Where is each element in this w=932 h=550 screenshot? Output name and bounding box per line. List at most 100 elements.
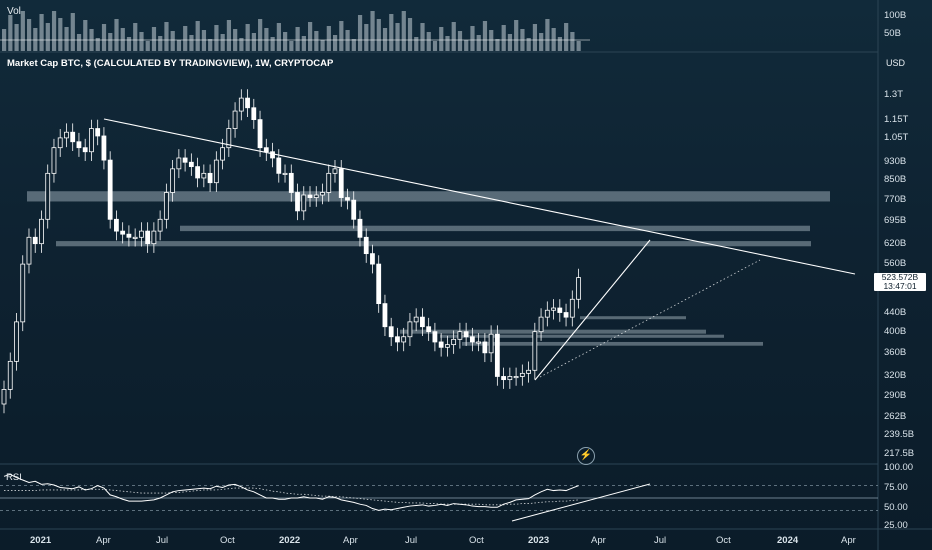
price-tick-label: 290B	[884, 390, 907, 402]
volume-bar	[339, 21, 344, 51]
volume-bar	[364, 24, 369, 51]
price-tick-label: 239.5B	[884, 428, 915, 440]
volume-bar	[295, 27, 300, 51]
candle-body	[557, 307, 563, 313]
rsi-tick-label: 75.00	[884, 482, 908, 493]
rsi-ma-line	[4, 487, 579, 506]
candle-body	[232, 110, 238, 129]
candle-body	[257, 119, 263, 149]
price-tick-label: 1.05T	[884, 131, 909, 143]
candle-body	[569, 298, 575, 318]
resistance-zone	[400, 329, 706, 334]
time-tick-label: 2022	[279, 535, 301, 546]
time-tick-label: Jul	[654, 535, 667, 546]
volume-bar	[501, 25, 506, 51]
candle-body	[332, 168, 338, 174]
volume-bar	[432, 41, 438, 51]
candle-body	[89, 128, 94, 153]
candle-body	[507, 376, 513, 381]
candle-body	[101, 135, 107, 161]
volume-bar	[489, 30, 494, 51]
volume-bar	[414, 37, 419, 51]
volume-bar	[151, 27, 157, 51]
volume-bar	[314, 31, 319, 51]
price-tick-label: 770B	[884, 194, 907, 206]
volume-bar	[20, 11, 25, 51]
price-tick-label: 217.5B	[884, 448, 915, 459]
time-tick-label: 2021	[30, 535, 52, 546]
volume-bar	[326, 26, 331, 51]
volume-bar	[114, 19, 119, 51]
price-tick-label: 360B	[884, 346, 907, 358]
candle-body	[501, 376, 507, 381]
candle-body	[70, 131, 76, 143]
volume-bar	[101, 24, 107, 51]
candle-body	[301, 194, 307, 212]
volume-bar	[139, 32, 144, 51]
candle-body	[413, 316, 419, 323]
candle-body	[295, 192, 300, 212]
candle-body	[401, 336, 407, 343]
candle-body	[14, 321, 19, 362]
volume-bar	[514, 20, 519, 51]
candle-body	[7, 360, 13, 390]
candle-body	[494, 333, 500, 377]
volume-bar	[170, 31, 175, 51]
candle-body	[163, 192, 169, 220]
candle-body	[432, 331, 438, 343]
candle-body	[1, 389, 7, 405]
candle-body	[20, 263, 26, 323]
volume-bar	[576, 41, 581, 51]
volume-bar	[389, 14, 394, 51]
time-tick-label: 2024	[777, 535, 799, 546]
candle-body	[357, 218, 363, 238]
descending-trendline	[103, 118, 856, 275]
candle-body	[132, 236, 138, 239]
candle-body	[226, 128, 232, 149]
volume-bar	[376, 19, 381, 51]
time-tick-label: Apr	[841, 535, 856, 546]
volume-bar	[108, 33, 113, 51]
candle-body	[245, 97, 250, 109]
candle-body	[345, 197, 350, 201]
volume-bar	[95, 38, 100, 51]
volume-bar	[58, 18, 63, 51]
volume-bar	[164, 22, 169, 51]
candle-body	[107, 159, 113, 220]
candle-body	[282, 172, 288, 175]
volume-bar	[158, 36, 163, 51]
volume-bar	[239, 38, 244, 51]
volume-bar	[301, 36, 306, 51]
candle-body	[45, 172, 51, 220]
volume-bar	[395, 23, 400, 51]
candle-body	[82, 147, 88, 153]
candle-body	[532, 331, 538, 371]
rsi-tick-label: 25.00	[884, 520, 908, 531]
volume-bar	[495, 39, 500, 51]
resistance-zone	[180, 225, 810, 232]
volume-label: Vol	[7, 6, 21, 17]
price-tick-label: 560B	[884, 258, 907, 270]
candle-body	[519, 372, 525, 377]
time-tick-label: Apr	[591, 535, 606, 546]
candle-body	[76, 141, 82, 149]
candle-body	[538, 316, 544, 333]
volume-bar	[251, 33, 256, 51]
candle-body	[251, 107, 257, 121]
price-tick-label: 620B	[884, 237, 907, 249]
volume-bar	[470, 26, 475, 51]
price-tick-label: 850B	[884, 174, 907, 186]
volume-bar	[176, 40, 182, 51]
candle-body	[64, 131, 69, 139]
candle-body	[551, 307, 556, 311]
time-tick-label: Apr	[343, 535, 358, 546]
volume-bar	[439, 27, 444, 51]
volume-bar	[426, 32, 431, 51]
currency-label: USD	[886, 58, 906, 68]
volume-bar	[8, 15, 13, 51]
volume-bar	[401, 11, 406, 51]
volume-bar	[407, 18, 413, 51]
lightning-icon[interactable]: ⚡	[577, 447, 595, 465]
candle-body	[451, 338, 457, 346]
